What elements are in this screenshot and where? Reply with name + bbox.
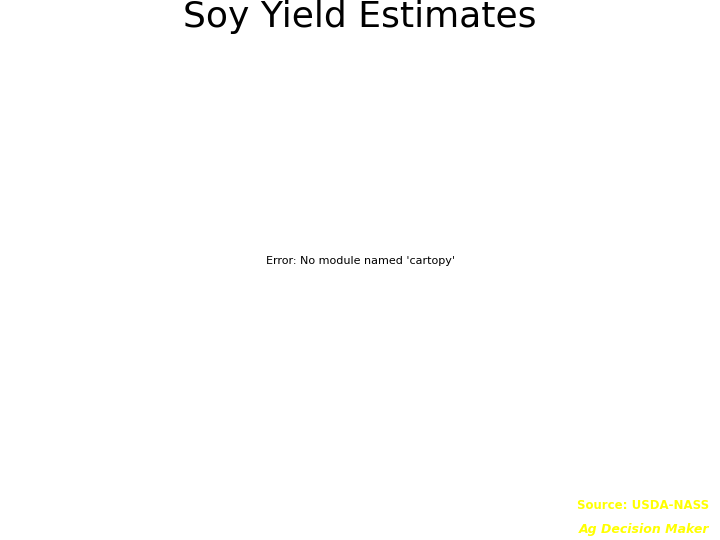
Text: Ag Decision Maker: Ag Decision Maker	[579, 523, 709, 536]
Title: Soy Yield Estimates: Soy Yield Estimates	[184, 0, 536, 34]
Text: Error: No module named 'cartopy': Error: No module named 'cartopy'	[266, 256, 454, 266]
Text: IOWA STATE UNIVERSITY: IOWA STATE UNIVERSITY	[11, 500, 207, 512]
Text: Extension and Outreach/Department of Economics: Extension and Outreach/Department of Eco…	[11, 525, 240, 534]
Text: Source: USDA-NASS: Source: USDA-NASS	[577, 500, 709, 512]
